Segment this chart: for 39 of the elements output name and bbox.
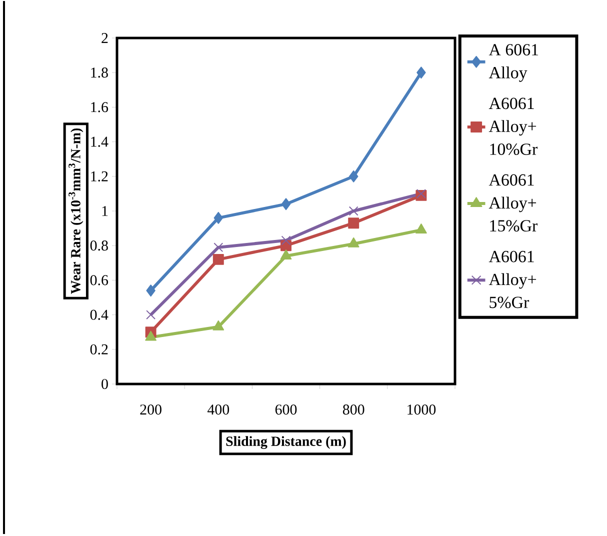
point <box>281 198 291 210</box>
y-tick-label: 0.8 <box>90 240 108 251</box>
point <box>416 224 427 234</box>
point <box>212 254 224 265</box>
point <box>348 206 358 216</box>
legend-label: A6061 Alloy+ 10%Gr <box>488 98 538 156</box>
x-tick-label: 200 <box>140 404 162 415</box>
y-tick-label: 0.4 <box>90 310 108 320</box>
legend-label: A6061 Alloy+ 15%Gr <box>488 174 538 232</box>
y-tick-label: 1.4 <box>91 136 108 147</box>
point <box>146 284 156 297</box>
point <box>348 218 360 229</box>
x-tick-label: 400 <box>207 404 230 415</box>
y-tick-label: 1 <box>102 206 108 216</box>
legend-label: A 6061 Alloy <box>488 44 538 82</box>
point <box>214 242 224 252</box>
point <box>280 250 292 260</box>
point <box>212 320 224 330</box>
x-tick-label: 600 <box>275 404 297 415</box>
legend-label: A6061 Alloy+ 5%Gr <box>488 250 536 308</box>
y-tick-label: 0 <box>102 378 108 390</box>
y-tick-label: 1.2 <box>91 171 108 182</box>
point <box>348 237 360 248</box>
point <box>145 330 156 341</box>
x-axis-title: Sliding Distance (m) <box>226 436 346 449</box>
point <box>416 188 426 198</box>
point <box>348 170 358 182</box>
y-tick-label: 1.8 <box>91 68 108 78</box>
y-tick-label: 2 <box>102 33 108 43</box>
point <box>214 212 224 224</box>
point <box>146 310 156 320</box>
x-tick-label: 800 <box>342 404 364 415</box>
y-axis-title: Wear Rare (x10$^{-3}$mm$^{3}$/N-m) <box>68 128 84 294</box>
point <box>416 66 426 79</box>
y-tick-label: 0.6 <box>90 275 108 286</box>
x-tick-label: 1000 <box>408 404 436 415</box>
point <box>281 236 291 246</box>
y-tick-label: 1.6 <box>91 102 108 112</box>
y-tick-label: 0.2 <box>90 344 108 354</box>
